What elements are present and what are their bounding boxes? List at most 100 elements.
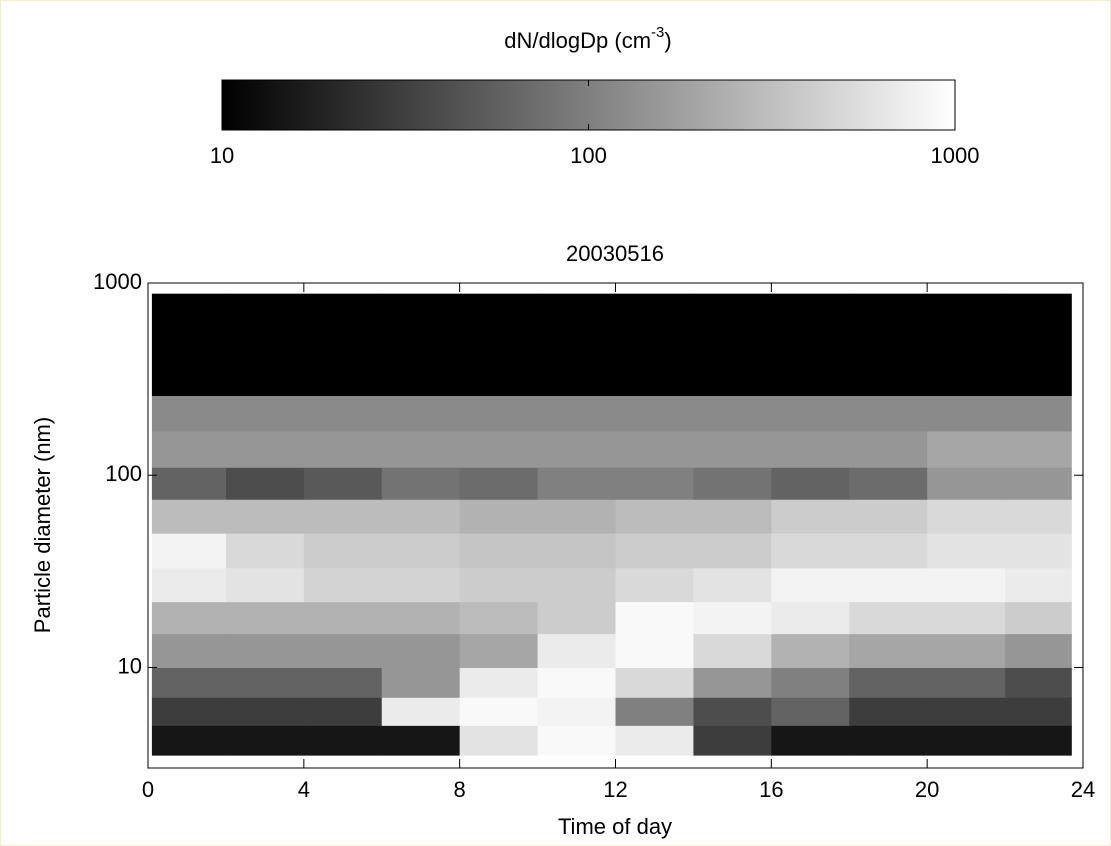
y-tick-label: 100 — [105, 461, 142, 486]
heatmap-cell — [303, 667, 383, 698]
heatmap-cell — [381, 499, 461, 534]
heatmap-cell — [381, 293, 461, 396]
heatmap-cell — [537, 567, 616, 603]
heatmap-cell — [615, 293, 694, 396]
heatmap-cell — [537, 533, 616, 569]
y-axis-label: Particle diameter (nm) — [30, 417, 55, 633]
heatmap-cell — [381, 725, 461, 756]
heatmap-cell — [459, 725, 539, 756]
heatmap-cell — [225, 697, 305, 726]
heatmap-cell — [849, 395, 928, 432]
heatmap-cell — [381, 633, 461, 668]
heatmap-cell — [459, 293, 539, 396]
heatmap-cell — [303, 499, 383, 534]
heatmap-cell — [1005, 533, 1072, 569]
heatmap-cell — [927, 293, 1006, 396]
heatmap-cell — [1005, 725, 1072, 756]
heatmap-cell — [771, 633, 850, 668]
heatmap-cell — [303, 467, 383, 500]
x-tick-label: 0 — [142, 777, 154, 802]
colorbar-label-sup: -3 — [651, 24, 664, 41]
heatmap-cell — [303, 633, 383, 668]
heatmap-cell — [615, 633, 694, 668]
heatmap-cell — [927, 667, 1006, 698]
heatmap-cell — [537, 499, 616, 534]
heatmap-cell — [381, 533, 461, 569]
colorbar-tick-label: 100 — [570, 143, 607, 168]
heatmap-cell — [459, 430, 539, 468]
heatmap-cell — [459, 633, 539, 668]
heatmap-cell — [849, 601, 928, 635]
heatmap-cell — [615, 667, 694, 698]
heatmap-cell — [927, 567, 1006, 603]
heatmap-cell — [771, 667, 850, 698]
heatmap-cell — [1005, 667, 1072, 698]
heatmap-cell — [615, 601, 694, 635]
heatmap-cell — [615, 395, 694, 432]
heatmap-cell — [225, 725, 305, 756]
heatmap-cell — [1005, 697, 1072, 726]
heatmap-cell — [303, 601, 383, 635]
heatmap-cell — [849, 633, 928, 668]
heatmap-cell — [771, 601, 850, 635]
heatmap-cell — [225, 430, 305, 468]
heatmap-cell — [151, 633, 227, 668]
heatmap-cell — [537, 601, 616, 635]
heatmap-cell — [615, 697, 694, 726]
heatmap-cell — [927, 697, 1006, 726]
colorbar-label: dN/dlogDp (cm-3) — [504, 24, 671, 53]
heatmap-cell — [927, 395, 1006, 432]
chart-title: 20030516 — [566, 241, 664, 266]
heatmap-cell — [459, 697, 539, 726]
heatmap-cell — [537, 697, 616, 726]
heatmap-cell — [693, 567, 772, 603]
heatmap-cell — [151, 697, 227, 726]
colorbar — [221, 79, 956, 131]
heatmap-cell — [693, 633, 772, 668]
heatmap-cell — [537, 725, 616, 756]
heatmap-cell — [693, 430, 772, 468]
heatmap-cell — [693, 499, 772, 534]
heatmap-cell — [303, 533, 383, 569]
heatmap-cell — [225, 633, 305, 668]
heatmap-cell — [303, 567, 383, 603]
heatmap-cell — [225, 293, 305, 396]
heatmap-cell — [1005, 293, 1072, 396]
heatmap-cell — [537, 667, 616, 698]
heatmap-cell — [537, 633, 616, 668]
heatmap-cell — [459, 395, 539, 432]
heatmap-cell — [1005, 499, 1072, 534]
heatmap-cell — [615, 499, 694, 534]
heatmap-cell — [615, 533, 694, 569]
heatmap-cell — [381, 697, 461, 726]
heatmap-cell — [1005, 601, 1072, 635]
x-tick-label: 12 — [603, 777, 627, 802]
heatmap-cell — [225, 395, 305, 432]
heatmap-cell — [771, 499, 850, 534]
heatmap-cell — [537, 395, 616, 432]
heatmap-cell — [615, 430, 694, 468]
heatmap-cell — [225, 533, 305, 569]
heatmap-cell — [693, 667, 772, 698]
heatmap-cell — [771, 395, 850, 432]
y-tick-label: 1000 — [93, 269, 142, 294]
heatmap-cell — [927, 633, 1006, 668]
heatmap-cell — [849, 725, 928, 756]
heatmap-cell — [693, 395, 772, 432]
x-tick-label: 24 — [1071, 777, 1095, 802]
heatmap-cell — [151, 667, 227, 698]
x-tick-label: 20 — [915, 777, 939, 802]
heatmap-cell — [303, 697, 383, 726]
heatmap-cell — [151, 567, 227, 603]
heatmap-cell — [849, 697, 928, 726]
colorbar-tick-label: 1000 — [931, 143, 980, 168]
colorbar-label-text: dN/dlogDp (cm — [504, 28, 651, 53]
x-tick-label: 4 — [298, 777, 310, 802]
heatmap-cell — [1005, 395, 1072, 432]
heatmap-cell — [771, 725, 850, 756]
heatmap-cell — [771, 430, 850, 468]
heatmap-cell — [615, 467, 694, 500]
heatmap-cell — [381, 567, 461, 603]
heatmap-cell — [303, 725, 383, 756]
